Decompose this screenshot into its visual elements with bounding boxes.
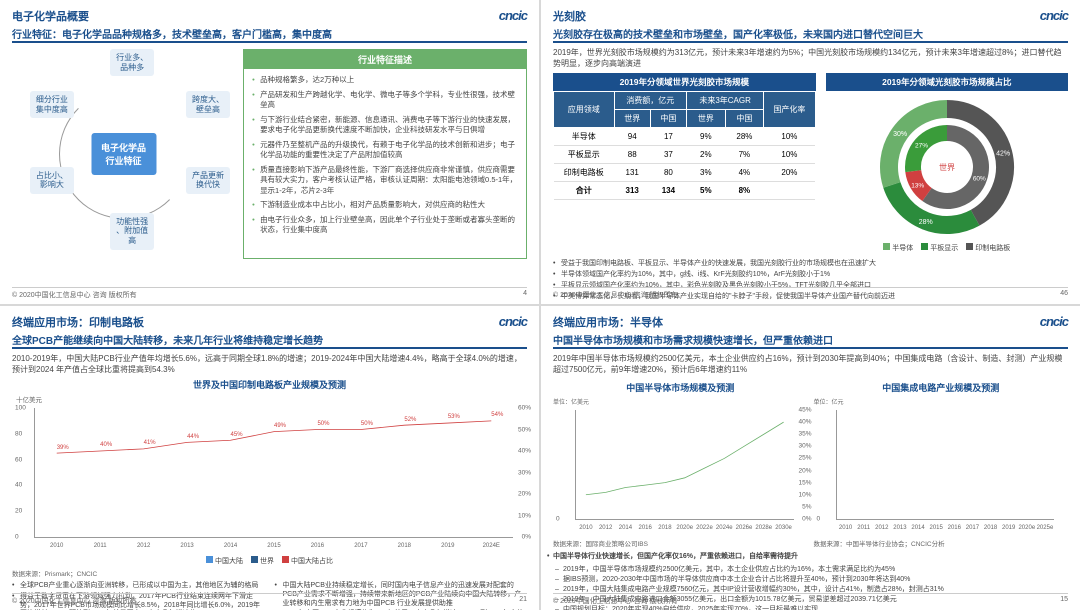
donut-title: 2019年分领域光刻胶市场规模占比 [826,73,1068,91]
slide-pcb: 终端应用市场：印制电路板 全球PCB产能继续向中国大陆转移，未来几年行业将维持稳… [0,306,539,610]
table-title: 2019年分领域世界光刻胶市场规模 [553,73,816,91]
feature-diagram: 电子化学品行业特征 行业多、品种多跨度大、壁垒高产品更新换代快功能性强、附加值高… [12,49,235,259]
ic-industry-chart: 0200040006000800010000120001400016000201… [836,410,1055,520]
desc: 2019年，世界光刻胶市场规模约为313亿元，预计未来3年增速约为5%；中国光刻… [553,47,1068,69]
svg-text:30%: 30% [893,131,907,138]
desc: 2019年中国半导体市场规模约2500亿美元，本土企业供应约占16%，预计到20… [553,353,1068,375]
unit: 十亿美元 [16,394,527,404]
donut-legend: 半导体平板显示印制电路板 [826,243,1068,253]
feature-list: 品种规格繁多，达2万种以上产品研发和生产跨越化学、电化学、微电子等多个学科，专业… [244,69,526,246]
pcb-chart: 0204060801000%10%20%30%40%50%60%20102011… [34,408,513,538]
copyright: © 2020中国化工信息中心 咨询 版权所有 [12,290,137,300]
logo: cncic [1040,8,1068,23]
donut-chart: 42% 28% 30% 60% 13% 27% 世界 [877,97,1017,237]
semi-market-chart: 01000200030004000500060000%5%10%15%20%25… [575,410,794,520]
subtitle: 行业特征：电子化学品品种规格多，技术壁垒高，客户门槛高，集中度高 [12,26,499,41]
subtitle: 全球PCB产能继续向中国大陆转移，未来几年行业将维持稳定增长趋势 [12,332,499,347]
source: 数据来源：Prismark；CNCIC [12,568,527,578]
subtitle: 中国半导体市场规模和市场需求规模快速增长，但严重依赖进口 [553,332,1040,347]
title: 终端应用市场：印制电路板 [12,314,499,330]
title: 电子化学品概要 [12,8,499,24]
logo: cncic [499,8,527,23]
diagram-center: 电子化学品行业特征 [91,133,156,175]
svg-text:世界: 世界 [939,162,955,172]
title: 终端应用市场：半导体 [553,314,1040,330]
header: 电子化学品概要 行业特征：电子化学品品种规格多，技术壁垒高，客户门槛高，集中度高… [12,8,527,43]
page-num: 4 [523,290,527,300]
market-table: 应用领域消费额，亿元未来3年CAGR国产化率世界中国世界中国半导体94179%2… [553,91,816,200]
svg-text:28%: 28% [919,219,933,226]
svg-text:27%: 27% [915,142,928,149]
left-chart-title: 中国半导体市场规模及预测 [553,381,808,394]
notes-list: 中国半导体行业快速增长，但国产化率仅16%，严重依赖进口，自给率需待提升 [553,552,1068,561]
chart-legend: 中国大陆世界中国大陆占比 [12,556,527,566]
slide-photoresist: 光刻胶 光刻胶存在极高的技术壁垒和市场壁垒，国产化率极低，未来国内进口替代空间巨… [541,0,1080,304]
logo: cncic [499,314,527,329]
subtitle: 光刻胶存在极高的技术壁垒和市场壁垒，国产化率极低，未来国内进口替代空间巨大 [553,26,1040,41]
panel-header: 行业特征描述 [244,50,526,69]
chart-title: 世界及中国印制电路板产业规模及预测 [12,378,527,391]
slide-overview: 电子化学品概要 行业特征：电子化学品品种规格多，技术壁垒高，客户门槛高，集中度高… [0,0,539,304]
right-chart-title: 中国集成电路产业规模及预测 [814,381,1069,394]
desc: 2010-2019年，中国大陆PCB行业产值年均增长5.6%，远高于同期全球1.… [12,353,527,375]
title: 光刻胶 [553,8,1040,24]
svg-text:13%: 13% [911,182,924,189]
slide-semiconductor: 终端应用市场：半导体 中国半导体市场规模和市场需求规模快速增长，但严重依赖进口 … [541,306,1080,610]
feature-desc-panel: 行业特征描述 品种规格繁多，达2万种以上产品研发和生产跨越化学、电化学、微电子等… [243,49,527,259]
svg-text:42%: 42% [996,150,1010,157]
svg-text:60%: 60% [973,176,986,183]
logo: cncic [1040,314,1068,329]
